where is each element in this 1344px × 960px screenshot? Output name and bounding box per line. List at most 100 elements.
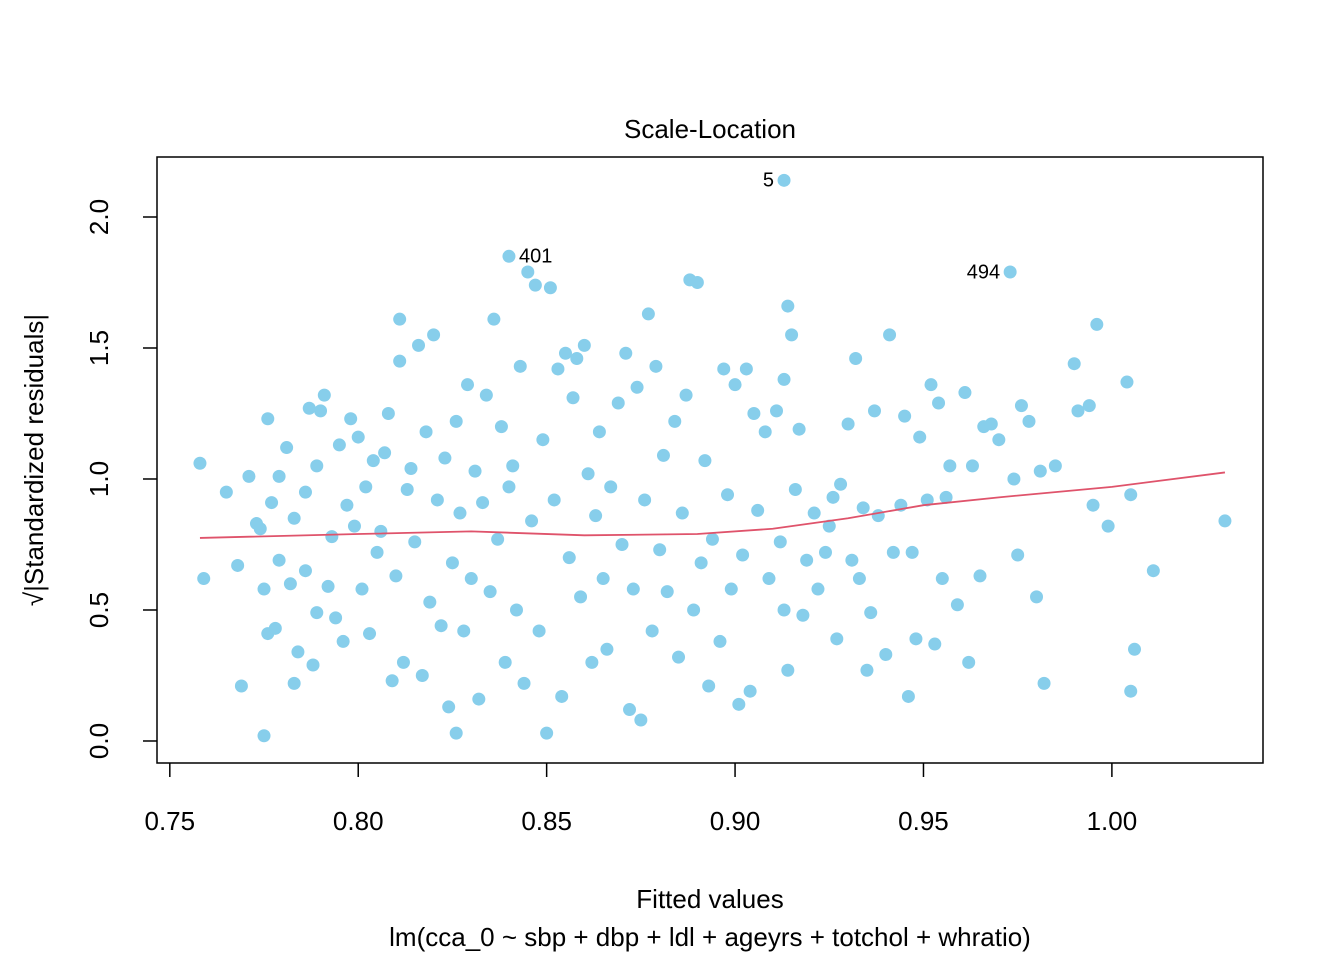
point [509,603,523,617]
point [841,417,855,431]
point [427,328,441,342]
point [811,582,825,596]
point [555,689,569,703]
point [777,372,791,386]
point [705,532,719,546]
point [498,655,512,669]
point [1090,317,1104,331]
point [747,406,761,420]
y-tick-label: 0.0 [84,723,114,759]
point [257,729,271,743]
point [724,582,738,596]
point [1082,399,1096,413]
x-tick-label: 0.95 [898,806,949,836]
point [400,482,414,496]
x-tick-label: 0.85 [521,806,572,836]
point [415,668,429,682]
point [818,545,832,559]
point [845,553,859,567]
point [826,490,840,504]
point [487,312,501,326]
point [1067,357,1081,371]
y-tick-label: 1.0 [84,461,114,497]
point [532,624,546,638]
point [389,569,403,583]
point [1120,375,1134,389]
point [513,359,527,373]
point [834,477,848,491]
point [347,519,361,533]
point [283,577,297,591]
point [536,433,550,447]
point [272,553,286,567]
point [1218,514,1232,528]
x-tick-label: 0.90 [710,806,761,836]
point [717,362,731,376]
point [325,530,339,544]
point [871,509,885,523]
x-axis-label: Fitted values [636,884,783,914]
point-label: 401 [519,246,552,268]
point [668,414,682,428]
point [856,501,870,515]
point [619,346,633,360]
point [306,658,320,672]
point [366,454,380,468]
point [758,425,772,439]
point [992,433,1006,447]
point [321,579,335,593]
point [702,679,716,693]
point [973,569,987,583]
point [344,412,358,426]
point [626,582,640,596]
point [494,420,508,434]
point [419,425,433,439]
point [502,249,516,263]
point [242,469,256,483]
point [517,676,531,690]
point [721,488,735,502]
point [423,595,437,609]
point [502,480,516,494]
point [404,462,418,476]
point [291,645,305,659]
point [551,362,565,376]
point [883,328,897,342]
point [385,674,399,688]
point [1003,265,1017,279]
point [442,700,456,714]
point [261,412,275,426]
point [600,642,614,656]
point [822,519,836,533]
point [589,509,603,523]
point [649,359,663,373]
point [1146,564,1160,578]
point [336,634,350,648]
smooth-line [199,471,1226,539]
point [445,556,459,570]
point [615,537,629,551]
point [1014,399,1028,413]
point [461,378,475,392]
point [287,676,301,690]
point [1124,684,1138,698]
point [378,446,392,460]
point [479,388,493,402]
point [743,684,757,698]
y-tick-label: 2.0 [84,199,114,235]
point [698,454,712,468]
point [483,585,497,599]
caption: lm(cca_0 ~ sbp + dbp + ldl + ageyrs + to… [389,922,1031,952]
point [1037,676,1051,690]
point [359,480,373,494]
point [521,265,535,279]
point [543,281,557,295]
point [852,572,866,586]
point [547,493,561,507]
plot-frame [156,156,1264,764]
y-tick-label: 0.5 [84,592,114,628]
point [355,582,369,596]
point [453,506,467,520]
point [302,401,316,415]
